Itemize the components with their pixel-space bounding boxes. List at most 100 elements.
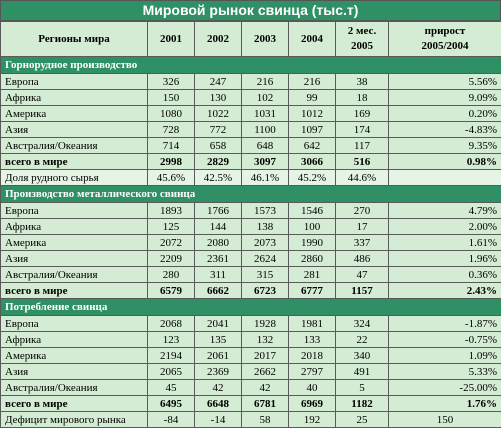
row-region-name: Австралия/Океания (1, 267, 148, 283)
row-value-cell: 38 (336, 74, 389, 90)
row-growth-cell: -0.75% (389, 332, 501, 348)
row-value-cell: 123 (148, 332, 195, 348)
row-value-cell: 132 (242, 332, 289, 348)
row-value-cell: 728 (148, 122, 195, 138)
header-growth: прирост 2005/2004 (389, 22, 501, 57)
row-value-cell: 2194 (148, 348, 195, 364)
row-value-cell: 5 (336, 380, 389, 396)
row-value-cell: 2361 (195, 251, 242, 267)
row-value-cell: 658 (195, 138, 242, 154)
row-value-cell: 2829 (195, 154, 242, 170)
row-value-cell: 1012 (289, 106, 336, 122)
row-value-cell: 1080 (148, 106, 195, 122)
section-title: Горнорудное производство (1, 57, 501, 74)
row-value-cell: 125 (148, 219, 195, 235)
row-value-cell: 340 (336, 348, 389, 364)
section-header: Потребление свинца (1, 299, 501, 316)
row-value-cell: 2068 (148, 316, 195, 332)
row-value-cell: 17 (336, 219, 389, 235)
section-title: Производство металлического свинца (1, 186, 501, 203)
row-region-name: всего в мире (1, 396, 148, 412)
row-value-cell: 2072 (148, 235, 195, 251)
row-value-cell: -84 (148, 412, 195, 428)
row-growth-cell: 2.43% (389, 283, 501, 299)
row-value-cell: 337 (336, 235, 389, 251)
header-row: Регионы мира 2001 2002 2003 2004 2 мес. … (1, 22, 501, 57)
row-value-cell: 6723 (242, 283, 289, 299)
row-value-cell: -14 (195, 412, 242, 428)
row-value-cell: 648 (242, 138, 289, 154)
row-value-cell: 491 (336, 364, 389, 380)
row-value-cell: 1928 (242, 316, 289, 332)
row-value-cell: 1097 (289, 122, 336, 138)
row-value-cell: 772 (195, 122, 242, 138)
row-value-cell: 6579 (148, 283, 195, 299)
row-value-cell: 45 (148, 380, 195, 396)
section-title: Потребление свинца (1, 299, 501, 316)
row-value-cell: 326 (148, 74, 195, 90)
row-value-cell: 324 (336, 316, 389, 332)
row-growth-cell: -4.83% (389, 122, 501, 138)
row-growth-cell: 0.98% (389, 154, 501, 170)
row-value-cell: 22 (336, 332, 389, 348)
row-region-name: Азия (1, 122, 148, 138)
row-growth-cell: 1.96% (389, 251, 501, 267)
header-2002: 2002 (195, 22, 242, 57)
row-value-cell: 281 (289, 267, 336, 283)
header-2m-line2: 2005 (351, 40, 373, 52)
header-growth-line1: прирост (425, 25, 466, 37)
table-title: Мировой рынок свинца (тыс.т) (0, 0, 501, 21)
row-value-cell: 247 (195, 74, 242, 90)
row-growth-cell: 1.61% (389, 235, 501, 251)
row-value-cell: 169 (336, 106, 389, 122)
row-value-cell: 2061 (195, 348, 242, 364)
row-value-cell: 1100 (242, 122, 289, 138)
row-region-name: Европа (1, 316, 148, 332)
row-region-name: Европа (1, 74, 148, 90)
row-value-cell: 40 (289, 380, 336, 396)
header-2-months-2005: 2 мес. 2005 (336, 22, 389, 57)
row-value-cell: 42 (242, 380, 289, 396)
row-value-cell: 1981 (289, 316, 336, 332)
row-growth-cell: 2.00% (389, 219, 501, 235)
row-value-cell: 138 (242, 219, 289, 235)
row-value-cell: 311 (195, 267, 242, 283)
row-value-cell: 6495 (148, 396, 195, 412)
row-value-cell: 2080 (195, 235, 242, 251)
row-value-cell: 216 (289, 74, 336, 90)
row-growth-cell: 1.09% (389, 348, 501, 364)
row-region-name: всего в мире (1, 154, 148, 170)
row-value-cell: 44.6% (336, 170, 389, 186)
row-growth-cell (389, 170, 501, 186)
row-region-name: Доля рудного сырья (1, 170, 148, 186)
row-value-cell: 2017 (242, 348, 289, 364)
row-region-name: Африка (1, 90, 148, 106)
row-growth-cell: 4.79% (389, 203, 501, 219)
row-value-cell: 102 (242, 90, 289, 106)
row-value-cell: 714 (148, 138, 195, 154)
row-value-cell: 6969 (289, 396, 336, 412)
row-value-cell: 1546 (289, 203, 336, 219)
row-growth-cell: 1.76% (389, 396, 501, 412)
row-value-cell: 6781 (242, 396, 289, 412)
row-value-cell: 46.1% (242, 170, 289, 186)
row-value-cell: 2624 (242, 251, 289, 267)
row-value-cell: 45.6% (148, 170, 195, 186)
row-value-cell: 47 (336, 267, 389, 283)
row-value-cell: 2018 (289, 348, 336, 364)
row-value-cell: 2073 (242, 235, 289, 251)
row-region-name: Дефицит мирового рынка (1, 412, 148, 428)
row-region-name: Австралия/Океания (1, 138, 148, 154)
